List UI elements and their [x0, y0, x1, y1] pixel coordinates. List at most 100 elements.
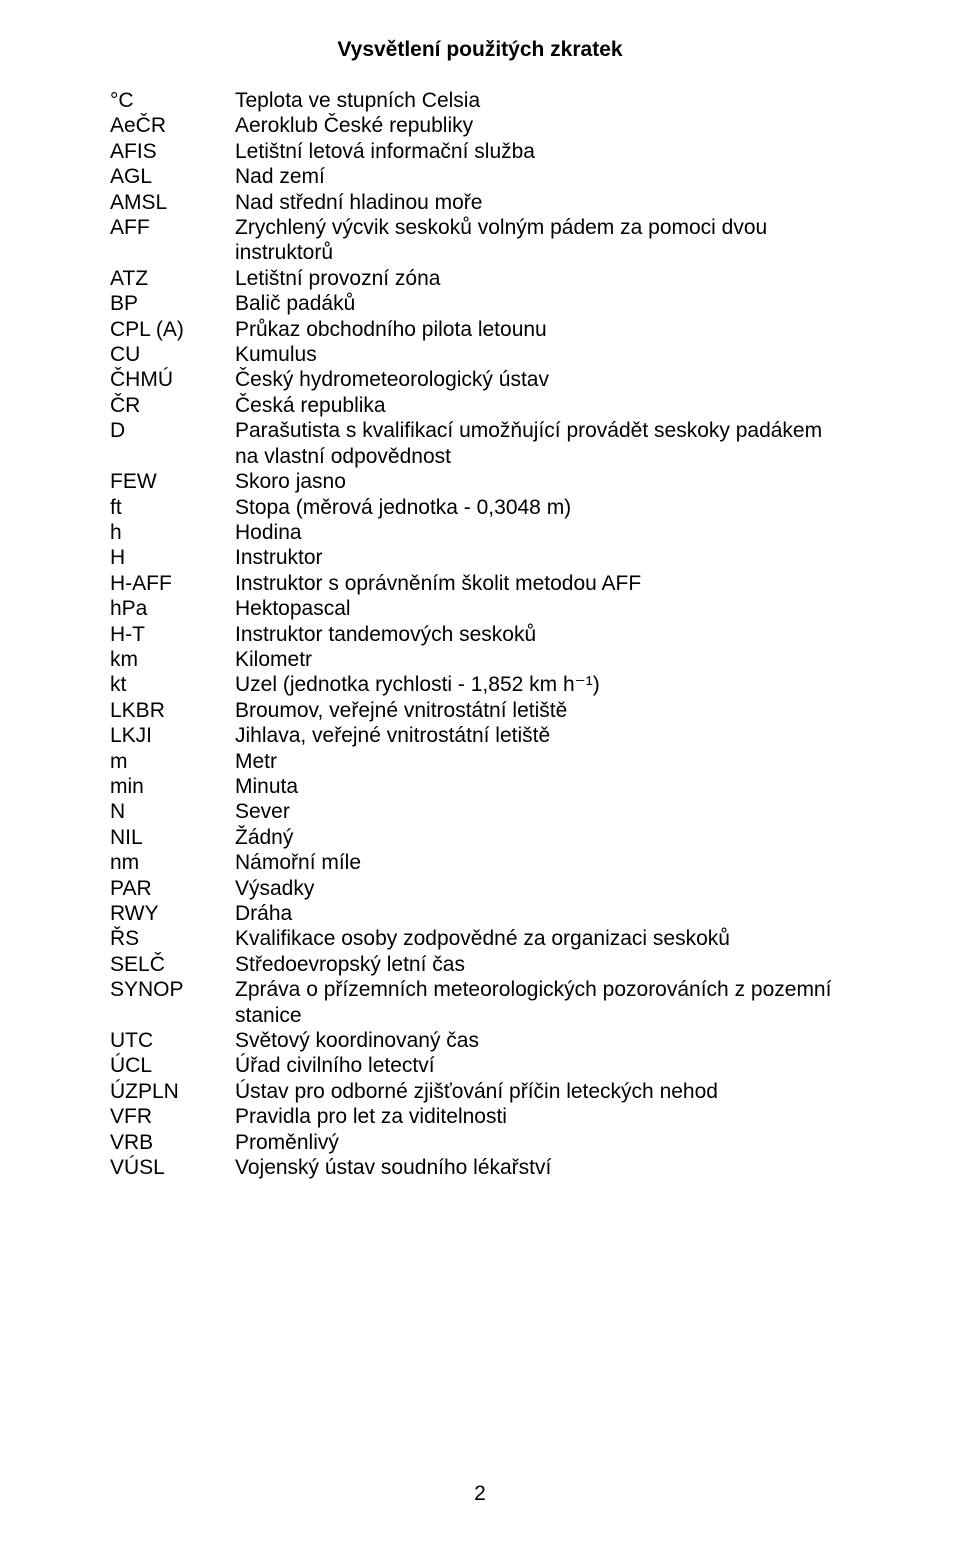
abbr-term: LKJI: [110, 723, 235, 748]
abbr-definition: Světový koordinovaný čas: [235, 1028, 850, 1053]
abbr-definition: Žádný: [235, 825, 850, 850]
abbr-term: LKBR: [110, 698, 235, 723]
abbr-row: nmNámořní míle: [110, 850, 850, 875]
abbr-definition: Hodina: [235, 520, 850, 545]
abbr-definition: Jihlava, veřejné vnitrostátní letiště: [235, 723, 850, 748]
abbr-definition: Kumulus: [235, 342, 850, 367]
abbr-term: CU: [110, 342, 235, 367]
abbr-row: ČRČeská republika: [110, 393, 850, 418]
abbr-row: minMinuta: [110, 774, 850, 799]
abbr-row: mMetr: [110, 749, 850, 774]
abbr-row: VÚSLVojenský ústav soudního lékařství: [110, 1155, 850, 1180]
abbr-term: RWY: [110, 901, 235, 926]
abbr-row: VRBProměnlivý: [110, 1130, 850, 1155]
abbr-definition: Broumov, veřejné vnitrostátní letiště: [235, 698, 850, 723]
abbr-row: hPaHektopascal: [110, 596, 850, 621]
abbr-row: SELČStředoevropský letní čas: [110, 952, 850, 977]
abbr-row: kmKilometr: [110, 647, 850, 672]
abbr-definition: Parašutista s kvalifikací umožňující pro…: [235, 418, 850, 469]
abbr-definition: Ústav pro odborné zjišťování příčin lete…: [235, 1079, 850, 1104]
abbr-row: hHodina: [110, 520, 850, 545]
abbr-row: CPL (A)Průkaz obchodního pilota letounu: [110, 317, 850, 342]
page-number: 2: [0, 1482, 960, 1506]
page-title: Vysvětlení použitých zkratek: [110, 38, 850, 62]
abbr-row: H-TInstruktor tandemových seskoků: [110, 622, 850, 647]
abbr-definition: Pravidla pro let za viditelnosti: [235, 1104, 850, 1129]
abbr-row: VFRPravidla pro let za viditelnosti: [110, 1104, 850, 1129]
abbr-definition: Zpráva o přízemních meteorologických poz…: [235, 977, 850, 1028]
abbr-term: VFR: [110, 1104, 235, 1129]
abbr-definition: Teplota ve stupních Celsia: [235, 88, 850, 113]
abbr-definition: Nad střední hladinou moře: [235, 190, 850, 215]
abbr-term: kt: [110, 672, 235, 697]
abbr-term: ft: [110, 495, 235, 520]
abbr-term: UTC: [110, 1028, 235, 1053]
abbr-row: DParašutista s kvalifikací umožňující pr…: [110, 418, 850, 469]
abbr-term: SELČ: [110, 952, 235, 977]
abbr-definition: Minuta: [235, 774, 850, 799]
abbr-term: FEW: [110, 469, 235, 494]
abbr-term: ŘS: [110, 926, 235, 951]
abbr-term: BP: [110, 291, 235, 316]
abbr-row: SYNOPZpráva o přízemních meteorologickýc…: [110, 977, 850, 1028]
abbr-definition: Hektopascal: [235, 596, 850, 621]
abbr-definition: Kilometr: [235, 647, 850, 672]
abbr-row: PARVýsadky: [110, 876, 850, 901]
abbr-row: UTCSvětový koordinovaný čas: [110, 1028, 850, 1053]
abbr-term: SYNOP: [110, 977, 235, 1002]
abbr-row: FEWSkoro jasno: [110, 469, 850, 494]
abbr-definition: Instruktor: [235, 545, 850, 570]
abbr-term: N: [110, 799, 235, 824]
abbr-definition: Výsadky: [235, 876, 850, 901]
abbr-term: VRB: [110, 1130, 235, 1155]
abbr-row: ŘSKvalifikace osoby zodpovědné za organi…: [110, 926, 850, 951]
abbreviation-list: °CTeplota ve stupních CelsiaAeČRAeroklub…: [110, 88, 850, 1180]
abbr-term: AFF: [110, 215, 235, 240]
abbr-row: NSever: [110, 799, 850, 824]
abbr-term: D: [110, 418, 235, 443]
abbr-definition: Česká republika: [235, 393, 850, 418]
abbr-definition: Středoevropský letní čas: [235, 952, 850, 977]
abbr-definition: Sever: [235, 799, 850, 824]
abbr-row: LKJIJihlava, veřejné vnitrostátní letišt…: [110, 723, 850, 748]
abbr-row: CUKumulus: [110, 342, 850, 367]
abbr-row: BPBalič padáků: [110, 291, 850, 316]
abbr-row: °CTeplota ve stupních Celsia: [110, 88, 850, 113]
abbr-term: m: [110, 749, 235, 774]
abbr-definition: Český hydrometeorologický ústav: [235, 367, 850, 392]
abbr-row: AeČRAeroklub České republiky: [110, 113, 850, 138]
abbr-row: NILŽádný: [110, 825, 850, 850]
abbr-row: ČHMÚČeský hydrometeorologický ústav: [110, 367, 850, 392]
abbr-row: ÚCLÚřad civilního letectví: [110, 1053, 850, 1078]
abbr-row: AMSLNad střední hladinou moře: [110, 190, 850, 215]
abbr-term: H: [110, 545, 235, 570]
abbr-term: °C: [110, 88, 235, 113]
abbr-term: hPa: [110, 596, 235, 621]
abbr-term: H-T: [110, 622, 235, 647]
abbr-row: ÚZPLNÚstav pro odborné zjišťování příčin…: [110, 1079, 850, 1104]
abbr-row: LKBRBroumov, veřejné vnitrostátní letišt…: [110, 698, 850, 723]
abbr-definition: Stopa (měrová jednotka - 0,3048 m): [235, 495, 850, 520]
abbr-definition: Proměnlivý: [235, 1130, 850, 1155]
abbr-row: ktUzel (jednotka rychlosti - 1,852 km h⁻…: [110, 672, 850, 697]
abbr-definition: Úřad civilního letectví: [235, 1053, 850, 1078]
abbr-definition: Uzel (jednotka rychlosti - 1,852 km h⁻¹): [235, 672, 850, 697]
abbr-row: AGLNad zemí: [110, 164, 850, 189]
abbr-definition: Nad zemí: [235, 164, 850, 189]
abbr-term: ČR: [110, 393, 235, 418]
abbr-term: min: [110, 774, 235, 799]
abbr-term: ÚCL: [110, 1053, 235, 1078]
abbr-definition: Instruktor tandemových seskoků: [235, 622, 850, 647]
abbr-definition: Kvalifikace osoby zodpovědné za organiza…: [235, 926, 850, 951]
abbr-definition: Instruktor s oprávněním školit metodou A…: [235, 571, 850, 596]
abbr-term: CPL (A): [110, 317, 235, 342]
abbr-definition: Skoro jasno: [235, 469, 850, 494]
abbr-definition: Průkaz obchodního pilota letounu: [235, 317, 850, 342]
abbr-definition: Letištní provozní zóna: [235, 266, 850, 291]
abbr-term: ČHMÚ: [110, 367, 235, 392]
abbr-definition: Aeroklub České republiky: [235, 113, 850, 138]
abbr-term: nm: [110, 850, 235, 875]
abbr-row: H-AFFInstruktor s oprávněním školit meto…: [110, 571, 850, 596]
abbr-definition: Metr: [235, 749, 850, 774]
abbr-definition: Letištní letová informační služba: [235, 139, 850, 164]
